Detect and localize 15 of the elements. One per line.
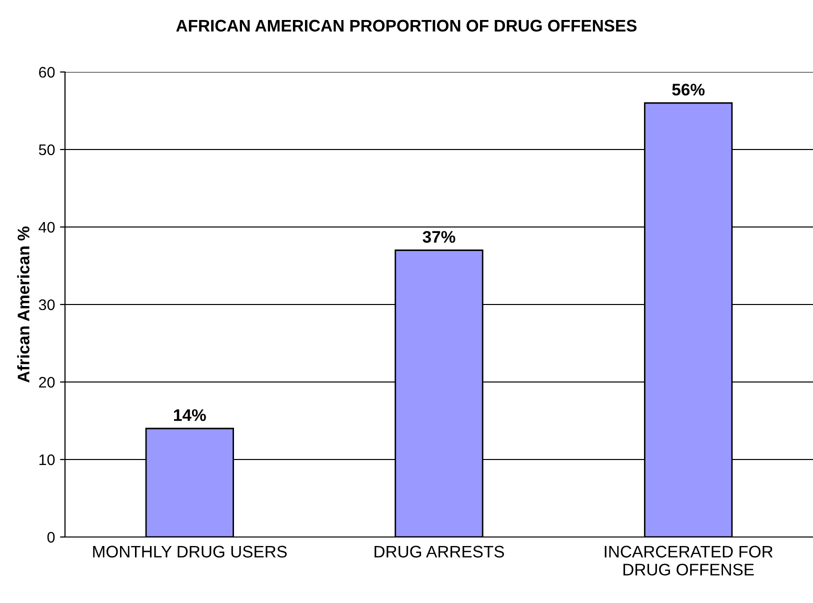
- y-tick-label: 20: [39, 376, 55, 388]
- data-label: 14%: [174, 409, 206, 422]
- y-tick-label: 50: [38, 144, 55, 156]
- x-tick-label: MONTHLY DRUG USERS: [93, 546, 287, 558]
- y-axis-title: African American %: [17, 226, 30, 383]
- data-label: 56%: [672, 84, 705, 96]
- chart-title: AFRICAN AMERICAN PROPORTION OF DRUG OFFENSES: [176, 20, 637, 32]
- x-tick-label: DRUG ARRESTS: [374, 546, 504, 558]
- y-tick-label: 60: [39, 66, 55, 78]
- y-tick-label: 40: [38, 222, 55, 233]
- y-tick-label: 10: [39, 454, 55, 466]
- y-tick-label: 0: [47, 532, 55, 543]
- x-tick-label: INCARCERATED FOR DRUG OFFENSE: [604, 546, 773, 576]
- y-tick-label: 30: [38, 299, 55, 310]
- data-label: 37%: [422, 230, 456, 243]
